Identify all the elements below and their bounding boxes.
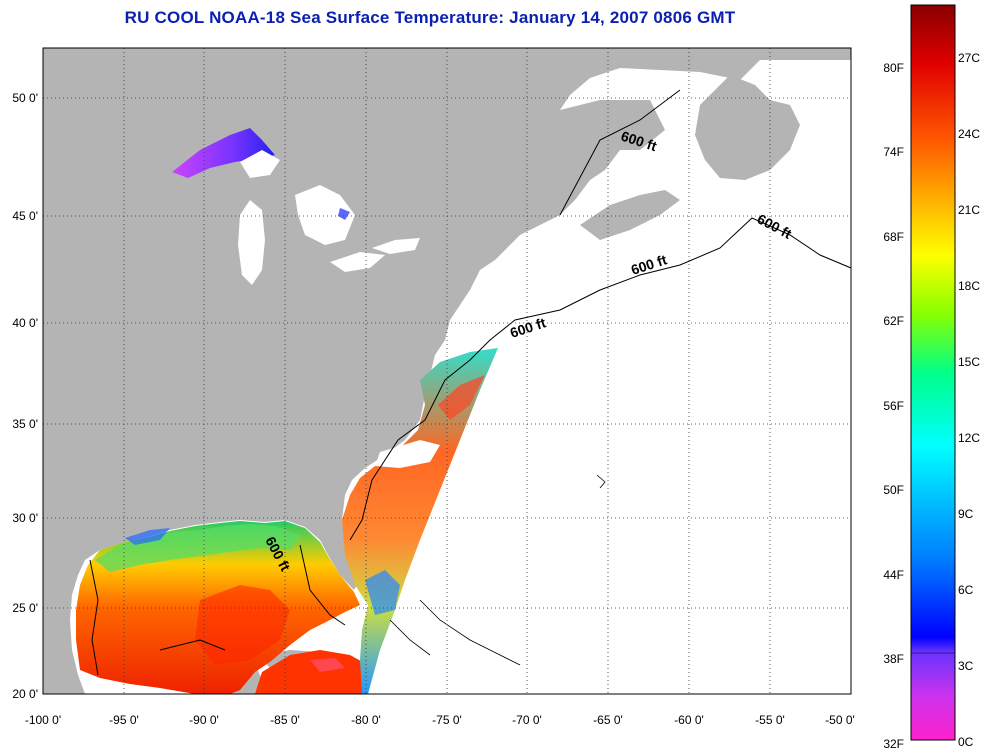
lat-tick-label: 35 0' — [12, 417, 38, 431]
lon-tick-label: -95 0' — [109, 713, 139, 727]
colorbar-c-label: 15C — [958, 355, 980, 369]
bathymetry-contour-600ft — [89, 89, 852, 676]
colorbar-c-label: 6C — [958, 583, 974, 597]
lat-tick-label: 50 0' — [12, 91, 38, 105]
colorbar-f-label: 68F — [883, 230, 904, 244]
lon-tick-label: -70 0' — [512, 713, 542, 727]
lat-tick-label: 40 0' — [12, 316, 38, 330]
colorbar-c-label: 3C — [958, 659, 974, 673]
lake-huron — [295, 185, 355, 245]
latitude-axis: 50 0' 45 0' 40 0' 35 0' 30 0' 25 0' 20 0… — [12, 91, 38, 701]
colorbar-f-label: 80F — [883, 61, 904, 75]
lake-michigan — [238, 200, 265, 285]
colorbar-f-label: 62F — [883, 314, 904, 328]
colorbar-c-label: 9C — [958, 507, 974, 521]
caribbean-pink — [310, 658, 345, 672]
map-layers — [43, 48, 851, 694]
colorbar-c-label: 21C — [958, 203, 980, 217]
colorbar-f-label: 32F — [883, 737, 904, 751]
colorbar-c-label: 18C — [958, 279, 980, 293]
gulf-green-band — [95, 524, 300, 572]
lat-tick-label: 45 0' — [12, 209, 38, 223]
colorbar: 80F 74F 68F 62F 56F 50F 44F 38F 32F 27C … — [883, 4, 980, 751]
colorbar-f-label: 50F — [883, 483, 904, 497]
lon-tick-label: -80 0' — [351, 713, 381, 727]
lat-tick-label: 20 0' — [12, 687, 38, 701]
lon-tick-label: -55 0' — [755, 713, 785, 727]
east-coast-cloud-gap — [375, 440, 440, 468]
colorbar-f-label: 44F — [883, 568, 904, 582]
colorbar-f-label: 38F — [883, 652, 904, 666]
coastline-detail — [389, 474, 606, 666]
land-newfoundland — [695, 75, 800, 180]
gulf-stream-warm — [438, 375, 485, 420]
lake-huron-sst — [338, 208, 350, 220]
florida-keys-blue — [365, 570, 400, 615]
lon-tick-label: -90 0' — [189, 713, 219, 727]
lat-tick-label: 30 0' — [12, 511, 38, 525]
lake-erie — [330, 252, 385, 272]
lon-tick-label: -60 0' — [674, 713, 704, 727]
colorbar-c-label: 12C — [958, 431, 980, 445]
colorbar-c-label: 0C — [958, 735, 974, 749]
lon-tick-label: -50 0' — [825, 713, 855, 727]
caribbean-sst — [255, 650, 368, 694]
land-nova-scotia — [580, 190, 680, 240]
colorbar-f-label: 56F — [883, 399, 904, 413]
lon-tick-label: -85 0' — [270, 713, 300, 727]
colorbar-c-label: 27C — [958, 51, 980, 65]
lat-tick-label: 25 0' — [12, 601, 38, 615]
colorbar-c-label: 24C — [958, 127, 980, 141]
gulf-warm-core — [195, 585, 290, 665]
lon-tick-label: -75 0' — [432, 713, 462, 727]
lake-superior-ice — [240, 150, 280, 178]
lake-superior — [172, 128, 275, 178]
lake-ontario — [372, 238, 420, 254]
longitude-axis: -100 0' -95 0' -90 0' -85 0' -80 0' -75 … — [25, 713, 855, 727]
colorbar-f-label: 74F — [883, 145, 904, 159]
map-title: RU COOL NOAA-18 Sea Surface Temperature:… — [124, 8, 736, 27]
graticule — [43, 48, 851, 694]
lon-tick-label: -65 0' — [593, 713, 623, 727]
gulf-blue-coast — [125, 528, 170, 545]
lon-tick-label: -100 0' — [25, 713, 61, 727]
map-frame — [42, 47, 852, 695]
colorbar-gradient — [910, 4, 956, 741]
